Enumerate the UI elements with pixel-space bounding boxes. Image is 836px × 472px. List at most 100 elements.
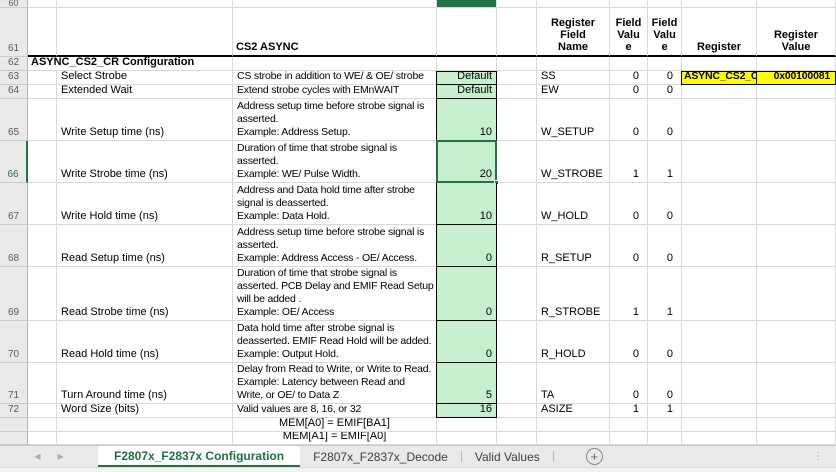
green-accent-cell[interactable] — [437, 0, 497, 8]
row-header[interactable]: 69 — [0, 267, 28, 321]
description-cell[interactable]: Data hold time after strobe signal is de… — [233, 321, 437, 363]
cell[interactable] — [757, 404, 836, 418]
config-title-cell[interactable]: ASYNC_CS2_CR Configuration — [28, 57, 233, 71]
field-name-cell[interactable]: R_HOLD — [537, 321, 610, 363]
label-cell[interactable]: Write Strobe time (ns) — [57, 141, 233, 183]
field-value-cell[interactable]: 1 — [648, 404, 682, 418]
cell[interactable] — [682, 85, 757, 99]
cell[interactable] — [28, 141, 57, 183]
field-value-cell[interactable]: 1 — [610, 404, 648, 418]
cell[interactable] — [437, 432, 497, 445]
register-name-cell[interactable]: ASYNC_CS2_CR — [681, 71, 757, 85]
cell[interactable] — [28, 404, 57, 418]
field-value-cell[interactable]: 0 — [610, 99, 648, 141]
cell[interactable] — [437, 57, 497, 71]
description-cell[interactable]: Duration of time that strobe signal is a… — [233, 267, 437, 321]
cell[interactable] — [682, 141, 757, 183]
field-value-cell[interactable]: 0 — [648, 71, 682, 85]
cell[interactable] — [682, 225, 757, 267]
cell[interactable] — [682, 99, 757, 141]
label-cell[interactable]: Extended Wait — [57, 85, 233, 99]
label-cell[interactable]: Write Hold time (ns) — [57, 183, 233, 225]
label-cell[interactable]: Read Hold time (ns) — [57, 321, 233, 363]
tab-scroll-right-icon[interactable]: ▶ — [57, 451, 64, 461]
cell[interactable] — [437, 418, 497, 432]
cell[interactable] — [757, 225, 836, 267]
cell[interactable] — [497, 404, 537, 418]
cell[interactable] — [28, 267, 57, 321]
description-cell[interactable]: Address and Data hold time after strobe … — [233, 183, 437, 225]
field-name-cell[interactable]: EW — [537, 85, 610, 99]
cell[interactable] — [682, 363, 757, 404]
cell[interactable] — [497, 267, 537, 321]
row-header[interactable]: 60 — [0, 0, 28, 8]
cell[interactable] — [757, 321, 836, 363]
cell[interactable] — [28, 85, 57, 99]
row-header[interactable]: 70 — [0, 321, 28, 363]
cell[interactable] — [610, 0, 648, 8]
cell[interactable] — [537, 418, 610, 432]
cell[interactable] — [682, 267, 757, 321]
description-cell[interactable]: CS strobe in addition to WE/ & OE/ strob… — [233, 71, 437, 85]
cell[interactable] — [497, 225, 537, 267]
col-header-register[interactable]: Register — [682, 8, 757, 57]
cell[interactable] — [233, 57, 437, 71]
row-header[interactable]: 68 — [0, 225, 28, 267]
cell[interactable] — [537, 57, 610, 71]
cell[interactable] — [757, 57, 836, 71]
description-cell[interactable]: Duration of time that strobe signal is a… — [233, 141, 437, 183]
row-header[interactable]: 65 — [0, 99, 28, 141]
label-cell[interactable]: Write Setup time (ns) — [57, 99, 233, 141]
row-header[interactable]: 72 — [0, 404, 28, 418]
value-cell[interactable]: 10 — [436, 99, 497, 141]
cell[interactable] — [497, 418, 537, 432]
row-header[interactable] — [0, 418, 28, 432]
cell[interactable] — [757, 99, 836, 141]
field-value-cell[interactable]: 1 — [610, 141, 648, 183]
tab-scroll-left-icon[interactable]: ◀ — [34, 451, 41, 461]
cell[interactable] — [757, 432, 836, 445]
cell[interactable] — [682, 418, 757, 432]
value-cell[interactable]: 10 — [436, 183, 497, 225]
cell[interactable] — [757, 85, 836, 99]
row-header[interactable]: 62 — [0, 57, 28, 71]
cell[interactable] — [757, 418, 836, 432]
cell[interactable] — [28, 225, 57, 267]
field-name-cell[interactable]: ASIZE — [537, 404, 610, 418]
sheet-tab-configuration[interactable]: F2807x_F2837x Configuration — [98, 446, 301, 467]
field-value-cell[interactable]: 0 — [610, 225, 648, 267]
description-cell[interactable]: Extend strobe cycles with EMnWAIT — [233, 85, 437, 99]
cell[interactable] — [497, 85, 537, 99]
field-value-cell[interactable]: 1 — [648, 141, 682, 183]
section-title-cell[interactable]: CS2 ASYNC — [233, 8, 437, 57]
description-cell[interactable]: Delay from Read to Write, or Write to Re… — [233, 363, 437, 404]
sheet-tab-decode[interactable]: F2807x_F2837x_Decode — [300, 446, 461, 467]
value-cell[interactable]: Default — [436, 84, 497, 99]
register-value-cell[interactable]: 0x00100081 — [757, 71, 836, 85]
field-value-cell[interactable]: 0 — [648, 321, 682, 363]
cell[interactable] — [28, 363, 57, 404]
cell[interactable] — [682, 404, 757, 418]
cell[interactable] — [610, 57, 648, 71]
field-value-cell[interactable]: 1 — [648, 267, 682, 321]
cell[interactable] — [57, 8, 233, 57]
row-header[interactable]: 64 — [0, 85, 28, 99]
cell[interactable] — [28, 71, 57, 85]
cell[interactable] — [757, 363, 836, 404]
field-name-cell[interactable]: R_STROBE — [537, 267, 610, 321]
cell[interactable] — [648, 432, 682, 445]
cell[interactable] — [610, 418, 648, 432]
field-name-cell[interactable]: TA — [537, 363, 610, 404]
cell[interactable] — [682, 321, 757, 363]
description-cell[interactable]: Valid values are 8, 16, or 32 — [233, 404, 437, 418]
cell[interactable] — [537, 0, 610, 8]
cell[interactable] — [497, 183, 537, 225]
field-value-cell[interactable]: 0 — [648, 99, 682, 141]
cell[interactable] — [757, 267, 836, 321]
field-name-cell[interactable]: SS — [537, 71, 610, 85]
value-cell[interactable]: Default — [436, 70, 497, 85]
cell[interactable] — [497, 71, 537, 85]
cell[interactable] — [28, 0, 57, 8]
cell[interactable] — [28, 183, 57, 225]
cell[interactable] — [648, 57, 682, 71]
